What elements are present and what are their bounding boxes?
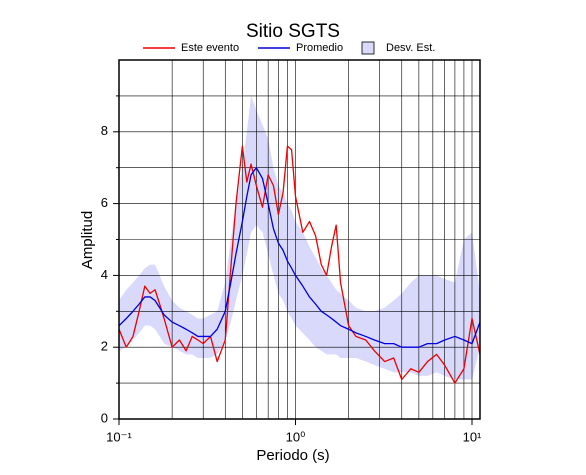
std-band	[119, 95, 480, 380]
legend-label: Desv. Est.	[386, 42, 435, 54]
y-tick-label: 0	[101, 410, 108, 425]
x-tick-label: 10¹	[463, 429, 482, 444]
y-tick-label: 2	[101, 339, 108, 354]
legend-label: Promedio	[296, 42, 343, 54]
y-tick-label: 4	[101, 267, 108, 282]
y-tick-label: 6	[101, 195, 108, 210]
y-tick-label: 8	[101, 123, 108, 138]
x-tick-label: 10⁰	[286, 429, 306, 444]
chart-title: Sitio SGTS	[246, 21, 340, 42]
series-line	[118, 167, 481, 348]
legend-label: Este evento	[181, 42, 239, 54]
legend-swatch	[361, 41, 375, 55]
series-line	[118, 145, 481, 384]
y-axis-label: Amplitud	[79, 211, 96, 269]
x-tick-label: 10⁻¹	[106, 429, 132, 444]
x-axis-label: Periodo (s)	[256, 447, 329, 464]
